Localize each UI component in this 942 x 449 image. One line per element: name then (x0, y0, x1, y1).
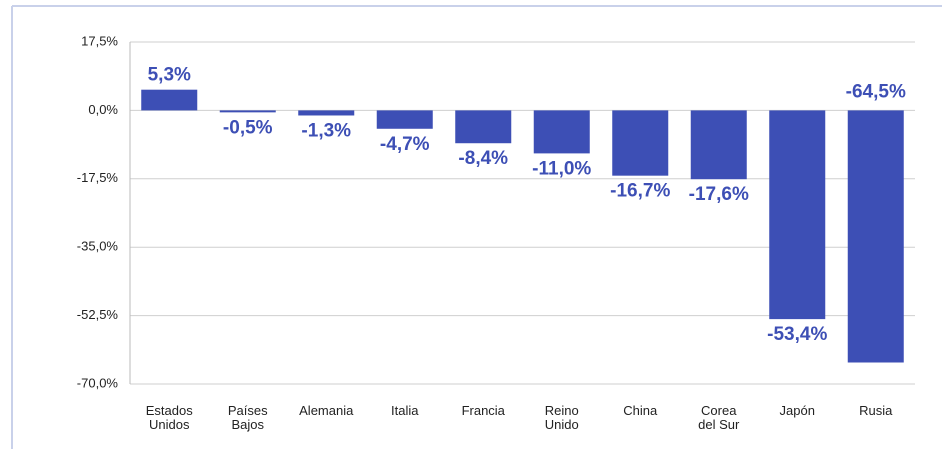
bar (690, 110, 747, 180)
value-label: -4,7% (380, 134, 430, 155)
value-label: -8,4% (458, 148, 508, 169)
bar (847, 110, 904, 363)
x-tick-label: Italia (391, 403, 419, 418)
bar (769, 110, 826, 320)
x-tick-label: Reino Unido (544, 403, 579, 432)
value-label: 5,3% (148, 65, 191, 86)
value-label: -64,5% (846, 81, 906, 102)
x-tick-label: Francia (461, 403, 505, 418)
value-label: -16,7% (610, 181, 670, 202)
y-tick-label: -70,0% (77, 375, 119, 390)
y-tick-label: -35,0% (77, 239, 119, 254)
bar (533, 110, 590, 154)
y-tick-label: 0,0% (88, 102, 118, 117)
x-tick-label: China (623, 403, 658, 418)
bar (376, 110, 433, 129)
y-tick-label: -17,5% (77, 170, 119, 185)
x-tick-label: Corea del Sur (698, 403, 740, 432)
value-label: -17,6% (689, 184, 749, 205)
y-tick-label: -52,5% (77, 307, 119, 322)
x-tick-label: Alemania (299, 403, 354, 418)
bar (298, 110, 355, 116)
bar (141, 89, 198, 111)
bar (455, 110, 512, 144)
y-tick-label: 17,5% (81, 33, 118, 48)
bar (612, 110, 669, 176)
value-label: -53,4% (767, 324, 827, 345)
x-tick-label: Estados Unidos (145, 403, 193, 432)
value-label: -11,0% (532, 158, 591, 179)
x-tick-label: Rusia (859, 403, 893, 418)
value-label: -0,5% (223, 117, 273, 138)
x-tick-label: Japón (779, 403, 815, 418)
bar (219, 110, 276, 113)
value-label: -1,3% (301, 120, 351, 141)
x-tick-label: Países Bajos (227, 403, 268, 432)
